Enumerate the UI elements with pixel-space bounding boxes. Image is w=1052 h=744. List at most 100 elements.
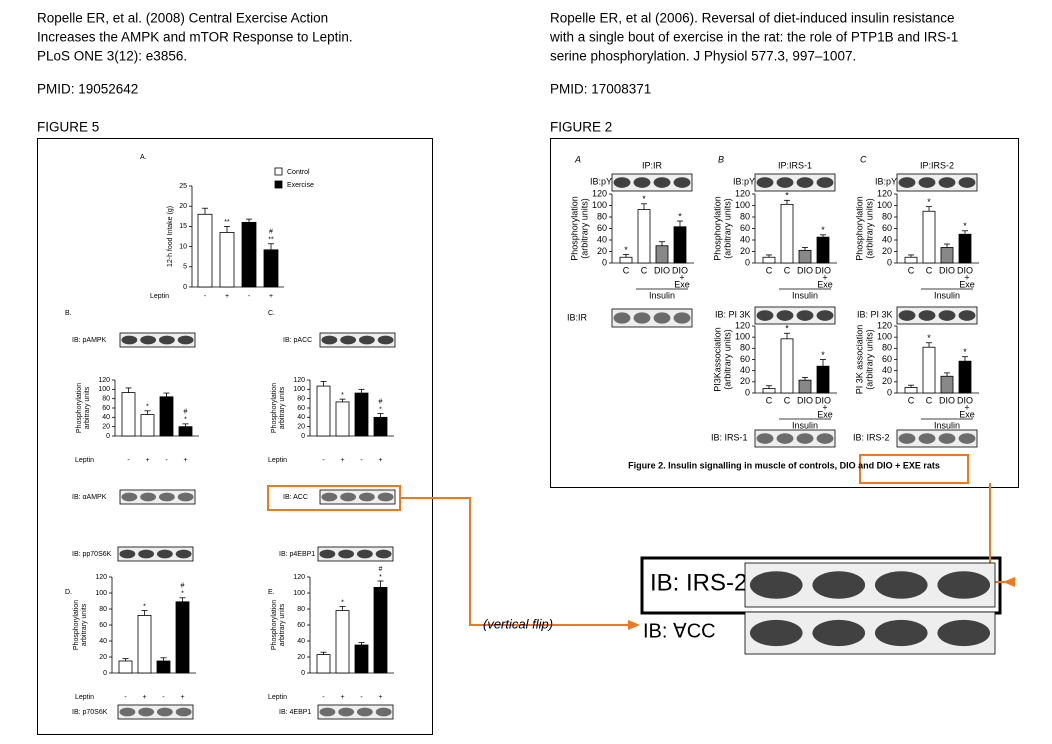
x-tick-label: C — [784, 265, 791, 275]
bar — [637, 209, 651, 264]
y-tick-label: 40 — [99, 638, 107, 645]
significance-mark: * — [821, 350, 825, 360]
y-axis-label: Phosphorylation — [76, 383, 83, 433]
y-tick-label: 80 — [297, 606, 305, 613]
bar — [798, 379, 812, 394]
row-label: Leptin — [75, 457, 94, 464]
x-tick-label: Exe — [817, 279, 833, 289]
y-tick-label: 60 — [297, 405, 305, 412]
blot-band — [898, 433, 916, 444]
blot-frame — [317, 704, 394, 720]
y-axis-label: Phosphorylation — [271, 600, 278, 650]
blot-band — [898, 310, 916, 321]
blot — [744, 611, 996, 655]
row-label: Leptin — [268, 457, 287, 464]
blot-band — [633, 177, 651, 188]
blot-label: IB:pY — [733, 176, 755, 186]
bar — [263, 249, 279, 288]
blot-band — [673, 177, 691, 188]
y-tick-label: 20 — [297, 424, 305, 431]
y-axis-label: PI3Kassociation — [712, 327, 722, 392]
x-tick-label: DIO — [815, 395, 831, 405]
blot-frame — [317, 546, 394, 562]
y-tick-label: 100 — [95, 590, 107, 597]
blot-band — [756, 433, 774, 444]
blot-frame — [117, 704, 194, 720]
significance-mark: ** — [268, 237, 274, 244]
blot-band — [812, 619, 866, 647]
blot — [896, 173, 978, 192]
blot-label: IB: pAMPK — [72, 337, 107, 344]
blot-band — [958, 177, 976, 188]
y-tick-label: 0 — [887, 257, 892, 267]
significance-mark: ** — [224, 219, 230, 226]
group-label: Insulin — [934, 420, 960, 430]
y-tick-label: 80 — [102, 396, 110, 403]
blot-band — [776, 310, 794, 321]
bar — [816, 236, 830, 264]
condition-label: - — [248, 293, 251, 300]
blot — [317, 704, 394, 720]
x-tick-label: C — [784, 395, 791, 405]
blot-band — [776, 177, 794, 188]
blot-frame — [754, 173, 836, 192]
blot-band — [633, 312, 651, 324]
citation-line: serine phosphorylation. J Physiol 577.3,… — [550, 49, 856, 64]
x-tick-label: DIO — [797, 265, 813, 275]
bar — [940, 375, 954, 394]
y-tick-label: 15 — [179, 223, 187, 230]
y-tick-label: 80 — [297, 396, 305, 403]
row-label: Leptin — [150, 293, 169, 300]
bar — [904, 387, 918, 394]
condition-label: + — [269, 293, 273, 300]
condition-label: + — [340, 694, 344, 701]
blot-band — [613, 177, 631, 188]
x-tick-label: + — [964, 272, 969, 282]
blot-band — [918, 177, 936, 188]
y-tick-label: 20 — [99, 654, 107, 661]
y-tick-label: 80 — [882, 211, 892, 221]
y-tick-label: 0 — [745, 387, 750, 397]
significance-mark: # — [184, 409, 188, 416]
y-tick-label: 100 — [293, 590, 305, 597]
significance-mark: # — [181, 583, 185, 590]
blot — [319, 489, 396, 505]
y-tick-label: 100 — [98, 386, 110, 393]
condition-label: - — [127, 457, 130, 464]
y-tick-label: 0 — [106, 433, 110, 440]
blot-band — [937, 619, 991, 647]
blot-label: IB:pY — [590, 176, 612, 186]
blot — [611, 308, 693, 328]
bar — [373, 416, 388, 437]
y-axis-label: 12-h food Intake (g) — [167, 206, 174, 267]
blot-band — [938, 433, 956, 444]
bar — [156, 660, 171, 674]
bar — [655, 245, 669, 264]
x-tick-label: Exe — [674, 279, 690, 289]
blot-frame — [896, 306, 978, 325]
blot-band — [156, 707, 173, 717]
figure-label: FIGURE 5 — [37, 120, 99, 135]
y-tick-label: 0 — [301, 433, 305, 440]
y-axis-label: (arbitrary units) — [864, 329, 874, 390]
significance-mark: * — [642, 194, 646, 204]
x-tick-label: DIO — [815, 265, 831, 275]
blot-band — [796, 177, 814, 188]
citation-line: with a single bout of exercise in the ra… — [549, 30, 958, 45]
legend-label: Exercise — [287, 182, 314, 189]
blot-band — [177, 492, 194, 502]
y-tick-label: 20 — [882, 376, 892, 386]
blot — [117, 704, 194, 720]
blot-band — [918, 433, 936, 444]
figure5-frame — [37, 138, 433, 735]
y-tick-label: 60 — [882, 223, 892, 233]
y-axis-label: arbitrary units — [81, 603, 88, 646]
blot-band — [140, 492, 157, 502]
condition-label: - — [322, 694, 325, 701]
blot-band — [796, 310, 814, 321]
blot — [119, 489, 196, 505]
y-tick-label: 80 — [882, 343, 892, 353]
blot-band — [177, 335, 194, 345]
bar — [904, 256, 918, 264]
x-tick-label: C — [908, 265, 915, 275]
